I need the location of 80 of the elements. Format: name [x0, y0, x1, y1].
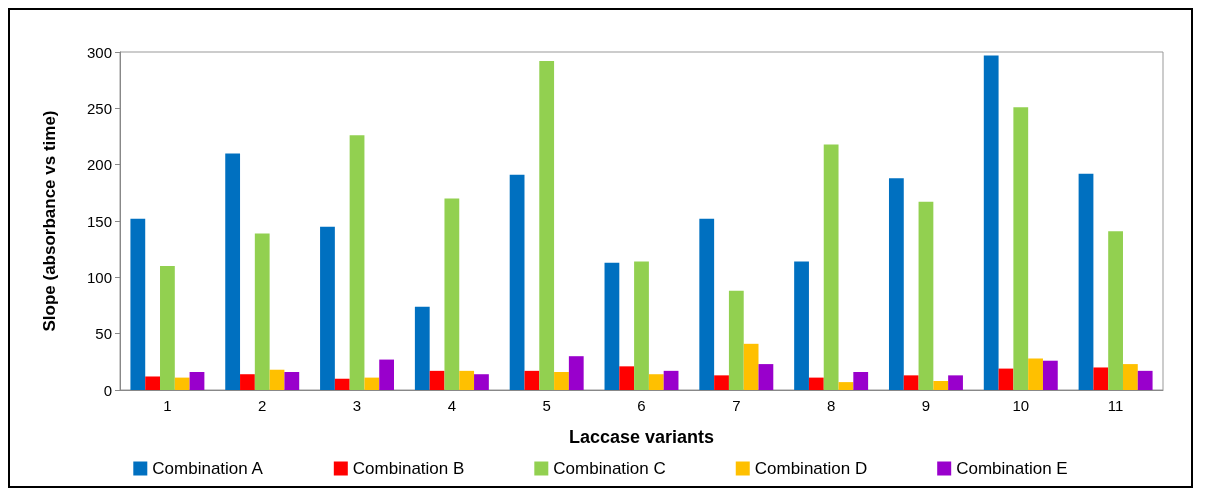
bar	[444, 198, 460, 390]
y-tick-label: 100	[86, 268, 112, 286]
bar	[619, 366, 635, 390]
legend-label: Combination B	[352, 459, 465, 478]
bar	[160, 266, 175, 390]
x-tick-label: 6	[637, 397, 646, 414]
bar	[130, 218, 146, 390]
bar	[808, 377, 824, 390]
bar	[853, 371, 869, 390]
bar	[838, 382, 854, 390]
y-tick-label: 300	[86, 43, 112, 61]
bar	[334, 378, 350, 390]
bar	[364, 377, 380, 390]
bar	[320, 226, 335, 390]
x-tick-label: 2	[258, 397, 267, 414]
bar	[888, 178, 904, 390]
bar	[648, 374, 664, 390]
bar	[634, 261, 649, 390]
bar	[948, 375, 963, 390]
y-tick-label: 50	[95, 325, 112, 343]
bar	[823, 144, 839, 390]
bar	[254, 233, 270, 390]
bar	[728, 290, 744, 390]
bar	[918, 201, 934, 390]
bar	[174, 377, 190, 390]
bar	[998, 368, 1014, 390]
bar	[758, 364, 774, 390]
y-axis-title: Slope (absorbance vs time)	[40, 110, 59, 332]
x-tick-label: 3	[352, 397, 362, 414]
y-tick-label: 200	[86, 156, 112, 174]
legend-label: Combination C	[553, 459, 666, 478]
y-tick-label: 150	[86, 212, 112, 230]
bar	[604, 262, 620, 390]
bar	[539, 61, 555, 390]
bar	[225, 153, 241, 390]
x-tick-label: 10	[1012, 397, 1030, 414]
bar	[459, 370, 475, 390]
bar	[349, 135, 365, 390]
bar	[933, 380, 949, 390]
bar	[524, 370, 540, 390]
legend-label: Combination A	[152, 459, 264, 478]
bar	[794, 261, 809, 390]
x-tick-label: 7	[732, 397, 741, 414]
bar	[1042, 360, 1058, 390]
bar	[568, 356, 584, 390]
y-tick-label: 0	[103, 381, 112, 399]
bar	[743, 343, 759, 390]
legend-label: Combination E	[956, 459, 1068, 478]
bar	[509, 174, 525, 390]
bar	[1078, 173, 1094, 390]
bar	[284, 371, 300, 390]
x-tick-label: 5	[542, 397, 551, 414]
bar	[379, 359, 395, 390]
x-tick-label: 4	[447, 397, 457, 414]
bar	[903, 375, 919, 390]
bar	[663, 370, 679, 390]
bar	[1013, 107, 1029, 390]
bar	[240, 374, 255, 390]
bar	[1028, 358, 1043, 390]
bar	[414, 306, 430, 390]
x-tick-label: 8	[826, 397, 836, 414]
x-axis-title: Laccase variants	[568, 427, 715, 447]
bar	[1108, 231, 1123, 390]
bar	[714, 375, 729, 390]
legend-label: Combination D	[754, 459, 868, 478]
bar	[554, 371, 569, 390]
bar	[429, 370, 445, 390]
x-tick-label: 11	[1107, 397, 1124, 414]
bar	[1122, 364, 1138, 390]
bar	[699, 218, 715, 390]
bar	[983, 55, 999, 390]
bar	[1093, 367, 1109, 390]
bar	[145, 376, 161, 390]
bar	[269, 369, 285, 390]
bar	[1137, 370, 1153, 390]
y-tick-label: 250	[86, 99, 112, 117]
x-tick-label: 1	[163, 397, 172, 414]
bar	[189, 371, 205, 390]
x-tick-label: 9	[921, 397, 931, 414]
bar	[474, 374, 489, 390]
